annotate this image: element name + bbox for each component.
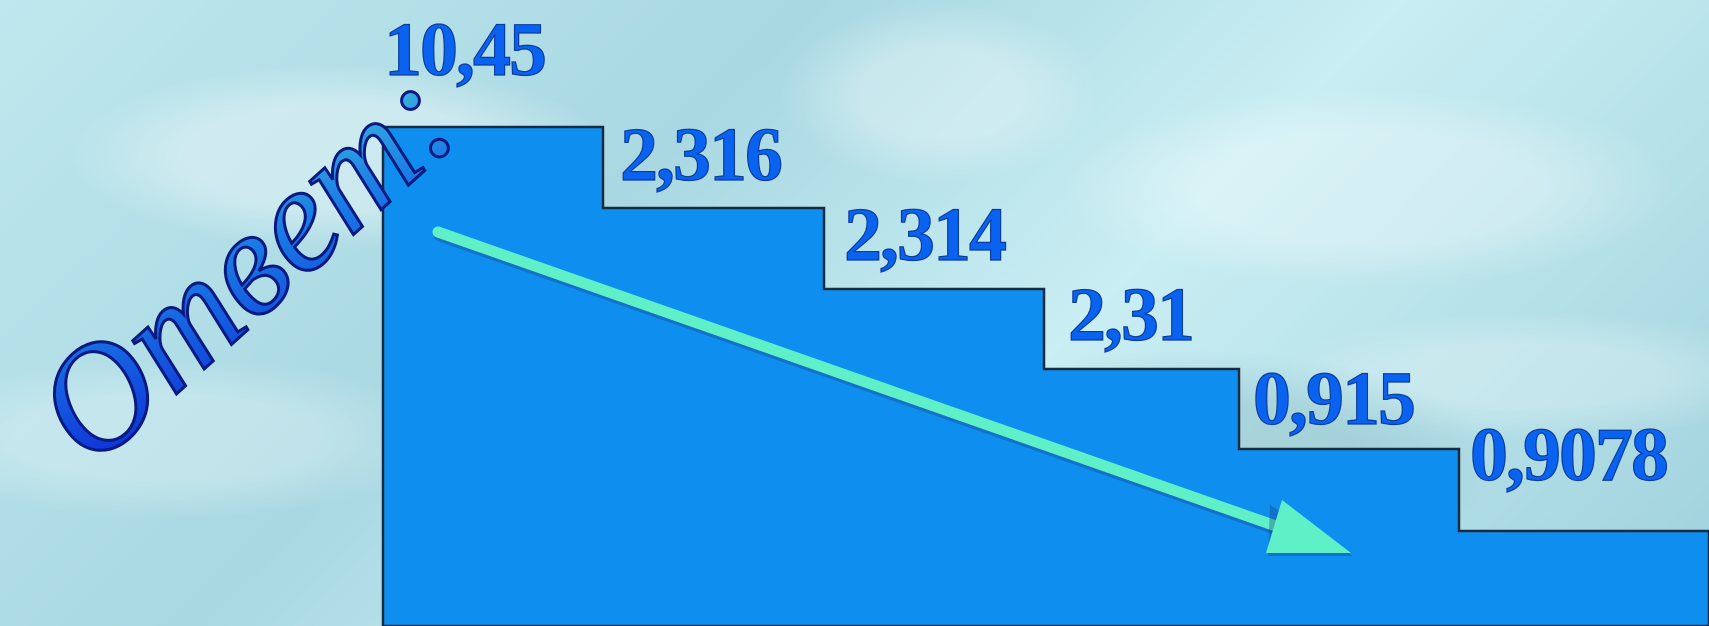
- staircase-shape: [381, 125, 1709, 626]
- step-label: 10,45: [384, 8, 545, 92]
- step-label: 0,915: [1253, 357, 1414, 441]
- descending-arrow-icon: [432, 226, 1353, 556]
- step-label: 2,31: [1068, 273, 1193, 357]
- step-label: 0,9078: [1470, 413, 1667, 497]
- step-label: 2,314: [844, 193, 1006, 277]
- step-label: 2,316: [620, 113, 781, 197]
